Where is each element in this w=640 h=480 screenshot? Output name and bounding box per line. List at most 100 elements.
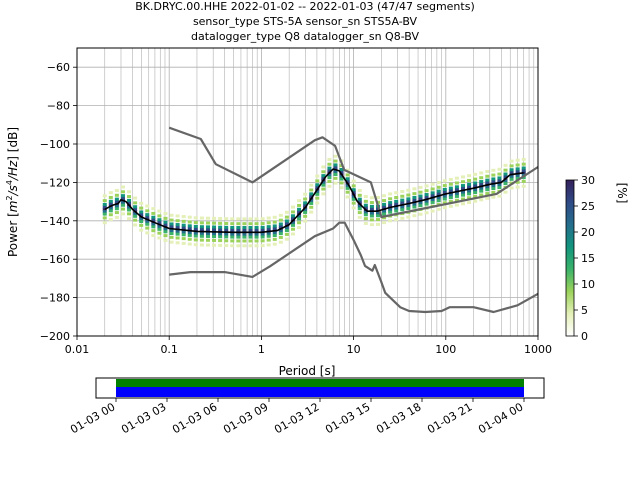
psd-bin [102,216,107,220]
psd-bin [503,174,508,178]
psd-bin [218,235,223,239]
psd-bin [382,221,387,225]
psd-bin [473,188,478,192]
psd-bin [497,172,502,176]
y-tick-label: −120 [40,176,70,189]
psd-bin [278,222,283,226]
psd-bin [260,235,265,239]
psd-bin [448,186,453,190]
psd-bin [297,210,302,214]
psd-bin [339,175,344,179]
psd-bin [497,176,502,180]
psd-bin [272,234,277,238]
psd-bin [315,201,320,205]
psd-bin [327,184,332,188]
psd-bin [333,176,338,180]
psd-bin [181,233,186,237]
psd-bin [145,215,150,219]
psd-bin [248,244,253,248]
x-axis-label: Period [s] [279,364,336,378]
psd-bin [375,211,380,215]
psd-bin [333,165,338,169]
psd-bin [339,170,344,174]
psd-bin [363,199,368,203]
colorbar-tick-label: 0 [581,330,588,343]
psd-bin [284,210,289,214]
psd-bin [230,225,235,229]
psd-bin [460,193,465,197]
psd-bin [175,232,180,236]
psd-bin [205,243,210,247]
psd-bin [479,187,484,191]
psd-bin [224,235,229,239]
psd-bin [491,177,496,181]
psd-bin [248,239,253,243]
psd-bin [169,235,174,239]
psd-bin [406,199,411,203]
psd-bin [424,202,429,206]
psd-bin [485,185,490,189]
psd-bin [297,199,302,203]
psd-bin [315,192,320,196]
psd-bin [357,215,362,219]
psd-bin [272,215,277,219]
psd-bin [236,226,241,230]
psd-bin [114,188,119,192]
psd-bin [430,198,435,202]
y-tick-label: −200 [40,330,70,343]
psd-bin [382,212,387,216]
psd-bin [509,168,514,172]
psd-bin [418,212,423,216]
psd-bin [187,220,192,224]
psd-bin [315,179,320,183]
psd-bin [442,179,447,183]
psd-bin [297,207,302,211]
psd-bin [157,209,162,213]
psd-bin [412,205,417,209]
psd-bin [345,195,350,199]
psd-bin [339,177,344,181]
psd-bin [497,194,502,198]
psd-bin [339,168,344,172]
psd-bin [163,227,168,231]
psd-bin [242,235,247,239]
psd-bin [424,189,429,193]
psd-bin [503,190,508,194]
psd-bin [218,221,223,225]
psd-bin [254,217,259,221]
plot-frame [76,47,539,337]
psd-bin [394,199,399,203]
psd-bin [497,186,502,190]
psd-bin [430,182,435,186]
psd-bin [333,159,338,163]
psd-bin [199,238,204,242]
psd-bin [181,223,186,227]
psd-bin [497,183,502,187]
psd-bin [187,237,192,241]
psd-bin [309,210,314,214]
psd-bin [321,165,326,169]
psd-bin [454,192,459,196]
y-tick-label: −100 [40,138,70,151]
psd-bin [448,193,453,197]
psd-bin [242,239,247,243]
psd-bin [205,216,210,220]
psd-bin [448,196,453,200]
psd-bin [145,231,150,235]
psd-bin [139,201,144,205]
timeline-tick-label: 01-03 06 [170,400,219,436]
timeline-tick-label: 01-03 00 [68,400,117,436]
x-tick-label: 0.01 [65,343,90,356]
psd-bin [242,226,247,230]
psd-bin [297,203,302,207]
psd-bin [503,179,508,183]
psd-bin [212,228,217,232]
psd-bin [521,168,526,172]
psd-bin [333,172,338,176]
psd-bin [503,168,508,172]
psd-bin [515,167,520,171]
psd-bin [133,196,138,200]
psd-bin [102,199,107,203]
psd-bin [321,183,326,187]
